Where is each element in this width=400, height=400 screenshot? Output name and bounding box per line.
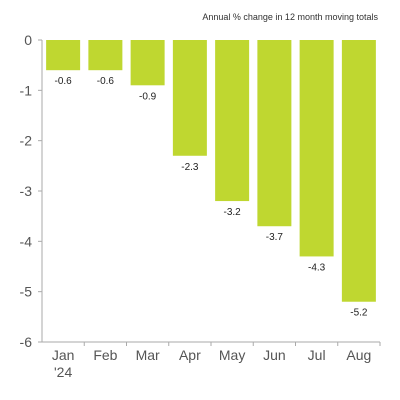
- x-tick-label: Mar: [136, 347, 160, 363]
- data-label: -0.9: [139, 91, 157, 102]
- chart-subtitle: Annual % change in 12 month moving total…: [202, 12, 378, 22]
- data-label: -3.7: [266, 232, 284, 243]
- bar-apr: [172, 40, 207, 156]
- bar-jun: [257, 40, 292, 227]
- y-tick-label: -3: [20, 183, 33, 199]
- bar-aug: [341, 40, 376, 302]
- x-tick-sublabel: '24: [54, 364, 72, 380]
- y-tick-label: -6: [20, 334, 33, 350]
- bar-feb: [88, 40, 123, 71]
- y-tick-label: -1: [20, 82, 33, 98]
- y-tick-label: 0: [24, 32, 32, 48]
- bar-jan: [46, 40, 81, 71]
- x-tick-label: Aug: [346, 347, 371, 363]
- x-tick-label: Feb: [93, 347, 117, 363]
- bar-jul: [299, 40, 334, 257]
- data-label: -2.3: [181, 162, 199, 173]
- y-tick-label: -4: [20, 233, 33, 249]
- data-label: -0.6: [55, 76, 73, 87]
- x-tick-label: Jun: [263, 347, 286, 363]
- data-labels-group: -0.6 -0.6 -0.9 -2.3 -3.2 -3.7 -4.3 -5.2: [55, 76, 368, 319]
- data-label: -4.3: [308, 262, 326, 273]
- data-label: -5.2: [350, 308, 368, 319]
- y-tick-label: -2: [20, 133, 33, 149]
- bars-group: [46, 40, 376, 302]
- x-tick-label: May: [219, 347, 245, 363]
- data-label: -3.2: [224, 207, 242, 218]
- y-tick-label: -5: [20, 284, 33, 300]
- x-tick-label: Jan: [52, 347, 75, 363]
- y-tick-labels: 0 -1 -2 -3 -4 -5 -6: [20, 32, 42, 350]
- bar-may: [215, 40, 250, 202]
- x-tick-labels: Jan'24 Feb Mar Apr May Jun Jul Aug: [52, 342, 381, 380]
- data-label: -0.6: [97, 76, 115, 87]
- x-tick-label: Jul: [308, 347, 326, 363]
- bar-mar: [130, 40, 165, 86]
- x-tick-label: Apr: [179, 347, 201, 363]
